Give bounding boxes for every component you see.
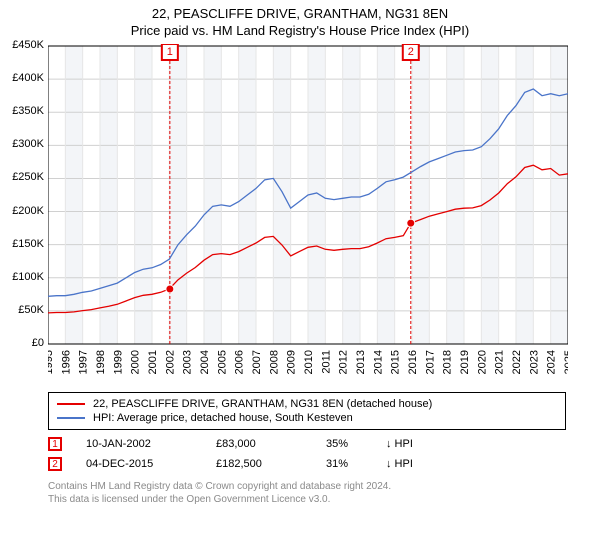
x-tick-label: 2017 — [424, 350, 436, 374]
sales-table: 1 10-JAN-2002£83,00035%↓ HPI 2 04-DEC-2015£… — [48, 434, 600, 474]
x-tick-label: 1995 — [48, 350, 55, 374]
x-tick-label: 2007 — [251, 350, 263, 374]
x-tick-label: 2001 — [147, 350, 159, 374]
x-tick-label: 1997 — [78, 350, 90, 374]
x-tick-label: 2015 — [390, 350, 402, 374]
legend-label: HPI: Average price, detached house, Sout… — [93, 412, 353, 424]
attribution-line-2: This data is licensed under the Open Gov… — [48, 493, 600, 506]
x-tick-label: 2022 — [511, 350, 523, 374]
y-tick-label: £250K — [0, 171, 44, 183]
attribution: Contains HM Land Registry data © Crown c… — [48, 480, 600, 506]
chart-container: 1 2 1995 1996 1997 1998 1999 2000 2001 2002 2003 20… — [48, 44, 600, 386]
x-tick-label: 2020 — [476, 350, 488, 374]
title-address: 22, PEASCLIFFE DRIVE, GRANTHAM, NG31 8EN — [0, 6, 600, 21]
y-tick-label: £200K — [0, 205, 44, 217]
y-tick-label: £300K — [0, 138, 44, 150]
x-tick-label: 2012 — [338, 350, 350, 374]
x-tick-label: 2005 — [216, 350, 228, 374]
x-tick-label: 1998 — [95, 350, 107, 374]
x-tick-label: 2006 — [234, 350, 246, 374]
x-tick-label: 2000 — [130, 350, 142, 374]
legend-label: 22, PEASCLIFFE DRIVE, GRANTHAM, NG31 8EN… — [93, 398, 432, 410]
x-tick-label: 2021 — [494, 350, 506, 374]
y-tick-label: £450K — [0, 39, 44, 51]
x-tick-label: 2018 — [442, 350, 454, 374]
sale-pct: 31% — [326, 458, 386, 470]
y-tick-label: £400K — [0, 72, 44, 84]
y-tick-label: £0 — [0, 337, 44, 349]
sale-row: 1 10-JAN-2002£83,00035%↓ HPI — [48, 434, 600, 454]
x-tick-label: 2009 — [286, 350, 298, 374]
title-block: 22, PEASCLIFFE DRIVE, GRANTHAM, NG31 8EN… — [0, 0, 600, 38]
x-tick-label: 2003 — [182, 350, 194, 374]
x-tick-label: 2004 — [199, 350, 211, 374]
x-tick-label: 2019 — [459, 350, 471, 374]
x-tick-label: 2008 — [268, 350, 280, 374]
y-tick-label: £350K — [0, 105, 44, 117]
x-tick-label: 2024 — [546, 350, 558, 374]
y-tick-label: £150K — [0, 238, 44, 250]
legend: 22, PEASCLIFFE DRIVE, GRANTHAM, NG31 8EN… — [48, 392, 566, 430]
x-tick-label: 2010 — [303, 350, 315, 374]
x-tick-label: 1996 — [60, 350, 72, 374]
page-root: 22, PEASCLIFFE DRIVE, GRANTHAM, NG31 8EN… — [0, 0, 600, 560]
x-tick-label: 2002 — [164, 350, 176, 374]
title-subtitle: Price paid vs. HM Land Registry's House … — [0, 23, 600, 38]
legend-swatch — [57, 417, 85, 419]
x-tick-label: 2016 — [407, 350, 419, 374]
svg-text:1: 1 — [167, 46, 173, 58]
sale-price: £182,500 — [216, 458, 326, 470]
x-tick-label: 2011 — [320, 350, 332, 374]
x-tick-label: 2023 — [528, 350, 540, 374]
attribution-line-1: Contains HM Land Registry data © Crown c… — [48, 480, 600, 493]
sale-marker: 1 — [48, 437, 62, 451]
y-tick-label: £50K — [0, 304, 44, 316]
sale-pct: 35% — [326, 438, 386, 450]
sale-row: 2 04-DEC-2015£182,50031%↓ HPI — [48, 454, 600, 474]
x-tick-label: 1999 — [112, 350, 124, 374]
svg-text:2: 2 — [408, 46, 414, 58]
sale-marker: 2 — [48, 457, 62, 471]
sale-date: 04-DEC-2015 — [86, 458, 216, 470]
legend-item: 22, PEASCLIFFE DRIVE, GRANTHAM, NG31 8EN… — [57, 397, 557, 411]
x-tick-label: 2014 — [372, 350, 384, 374]
legend-item: HPI: Average price, detached house, Sout… — [57, 411, 557, 425]
x-tick-label: 2025 — [563, 350, 568, 374]
sale-vs-hpi: ↓ HPI — [386, 458, 446, 470]
x-tick-label: 2013 — [355, 350, 367, 374]
legend-swatch — [57, 403, 85, 405]
sale-date: 10-JAN-2002 — [86, 438, 216, 450]
y-tick-label: £100K — [0, 271, 44, 283]
sale-vs-hpi: ↓ HPI — [386, 438, 446, 450]
sale-price: £83,000 — [216, 438, 326, 450]
price-chart: 1 2 1995 1996 1997 1998 1999 2000 2001 2002 2003 20… — [48, 44, 568, 386]
